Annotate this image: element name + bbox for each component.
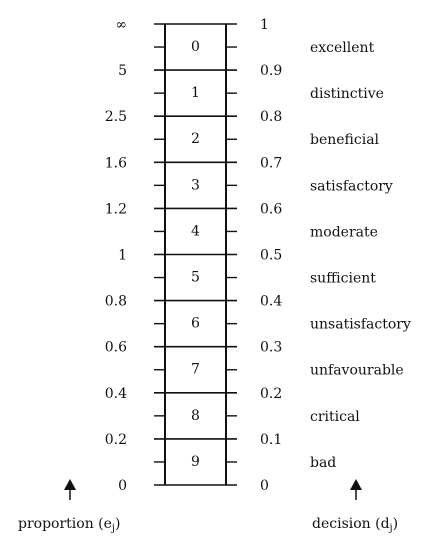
decision-tick-label: 0 [260, 478, 269, 494]
proportion-tick-label: ∞ [115, 17, 127, 33]
level-label: 8 [191, 408, 200, 424]
decision-tick-label: 0.7 [260, 155, 282, 171]
level-label: 1 [191, 85, 200, 101]
decision-tick-label: 0.5 [260, 248, 282, 264]
proportion-tick-label: 5 [118, 63, 127, 79]
proportion-tick-label: 1 [118, 248, 127, 264]
proportion-tick-label: 1.6 [105, 155, 127, 171]
category-label: sufficient [310, 271, 376, 287]
proportion-tick-label: 0.8 [105, 294, 127, 310]
decision-arrow [350, 479, 362, 500]
category-labels: excellent distinctive beneficial satisfacto… [310, 40, 411, 471]
decision-axis-title: decision (dj) [312, 516, 398, 534]
category-label: unfavourable [310, 363, 404, 379]
proportion-axis-title: proportion (ej) [18, 516, 121, 534]
decision-tick-label: 0.2 [260, 386, 282, 402]
proportion-tick-label: 0.2 [105, 432, 127, 448]
decision-tick-label: 0.8 [260, 109, 282, 125]
level-label: 3 [191, 177, 200, 193]
category-label: critical [310, 409, 360, 425]
decision-tick-label: 0.6 [260, 201, 282, 217]
proportion-tick-label: 0.6 [105, 340, 127, 356]
level-label: 4 [191, 223, 200, 239]
category-label: moderate [310, 224, 378, 240]
category-label: distinctive [310, 86, 384, 102]
category-label: beneficial [310, 132, 380, 148]
decision-tick-labels: 1 0.9 0.8 0.7 0.6 0.5 0.4 0.3 0.2 0.1 0 [260, 17, 282, 494]
decision-tick-label: 1 [260, 17, 269, 33]
level-label: 2 [191, 131, 200, 147]
category-label: bad [310, 455, 336, 471]
category-label: excellent [310, 40, 375, 56]
proportion-arrow [64, 479, 76, 500]
level-labels: 0 1 2 3 4 5 6 7 8 9 [191, 39, 200, 470]
proportion-tick-label: 2.5 [105, 109, 127, 125]
category-label: unsatisfactory [310, 317, 411, 333]
level-label: 7 [191, 362, 200, 378]
category-label: satisfactory [310, 178, 393, 194]
proportion-tick-label: 1.2 [105, 201, 127, 217]
level-label: 5 [191, 270, 200, 286]
decision-tick-label: 0.9 [260, 63, 282, 79]
proportion-tick-label: 0 [118, 478, 127, 494]
proportion-tick-labels: ∞ 5 2.5 1.6 1.2 1 0.8 0.6 0.4 0.2 0 [105, 17, 127, 494]
decision-tick-label: 0.1 [260, 432, 282, 448]
level-label: 0 [191, 39, 200, 55]
decision-tick-label: 0.4 [260, 294, 282, 310]
decision-tick-label: 0.3 [260, 340, 282, 356]
proportion-tick-label: 0.4 [105, 386, 127, 402]
level-label: 6 [191, 316, 200, 332]
level-label: 9 [191, 454, 200, 470]
scale-ticks [154, 23, 237, 486]
